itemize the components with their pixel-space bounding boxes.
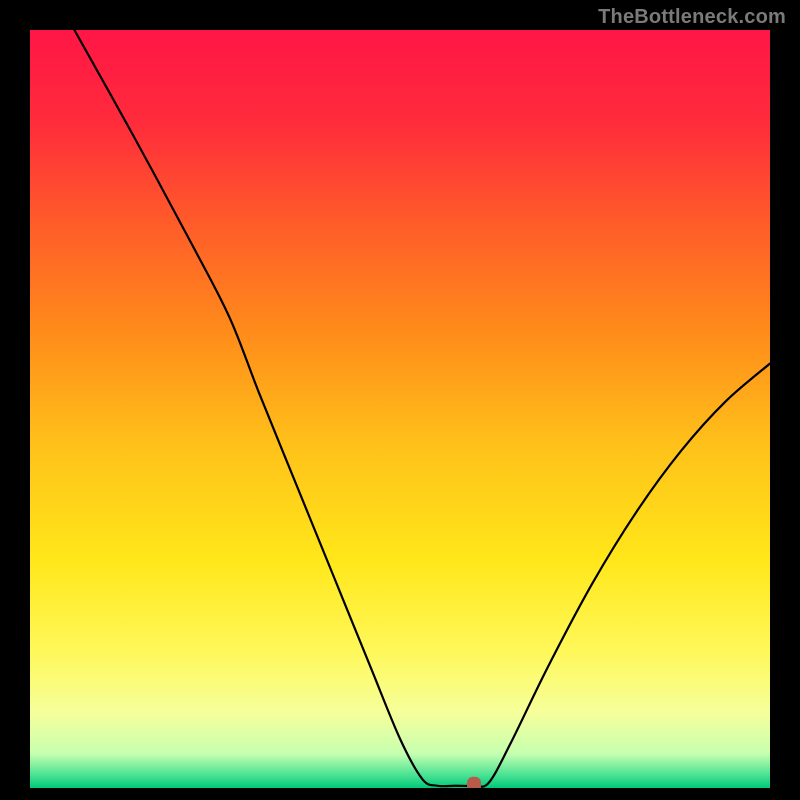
chart-svg bbox=[30, 30, 770, 788]
watermark-text: TheBottleneck.com bbox=[598, 6, 786, 29]
gradient-background bbox=[30, 30, 770, 788]
chart-frame: TheBottleneck.com bbox=[0, 0, 800, 800]
plot-area bbox=[30, 30, 770, 788]
optimum-marker bbox=[467, 777, 481, 788]
